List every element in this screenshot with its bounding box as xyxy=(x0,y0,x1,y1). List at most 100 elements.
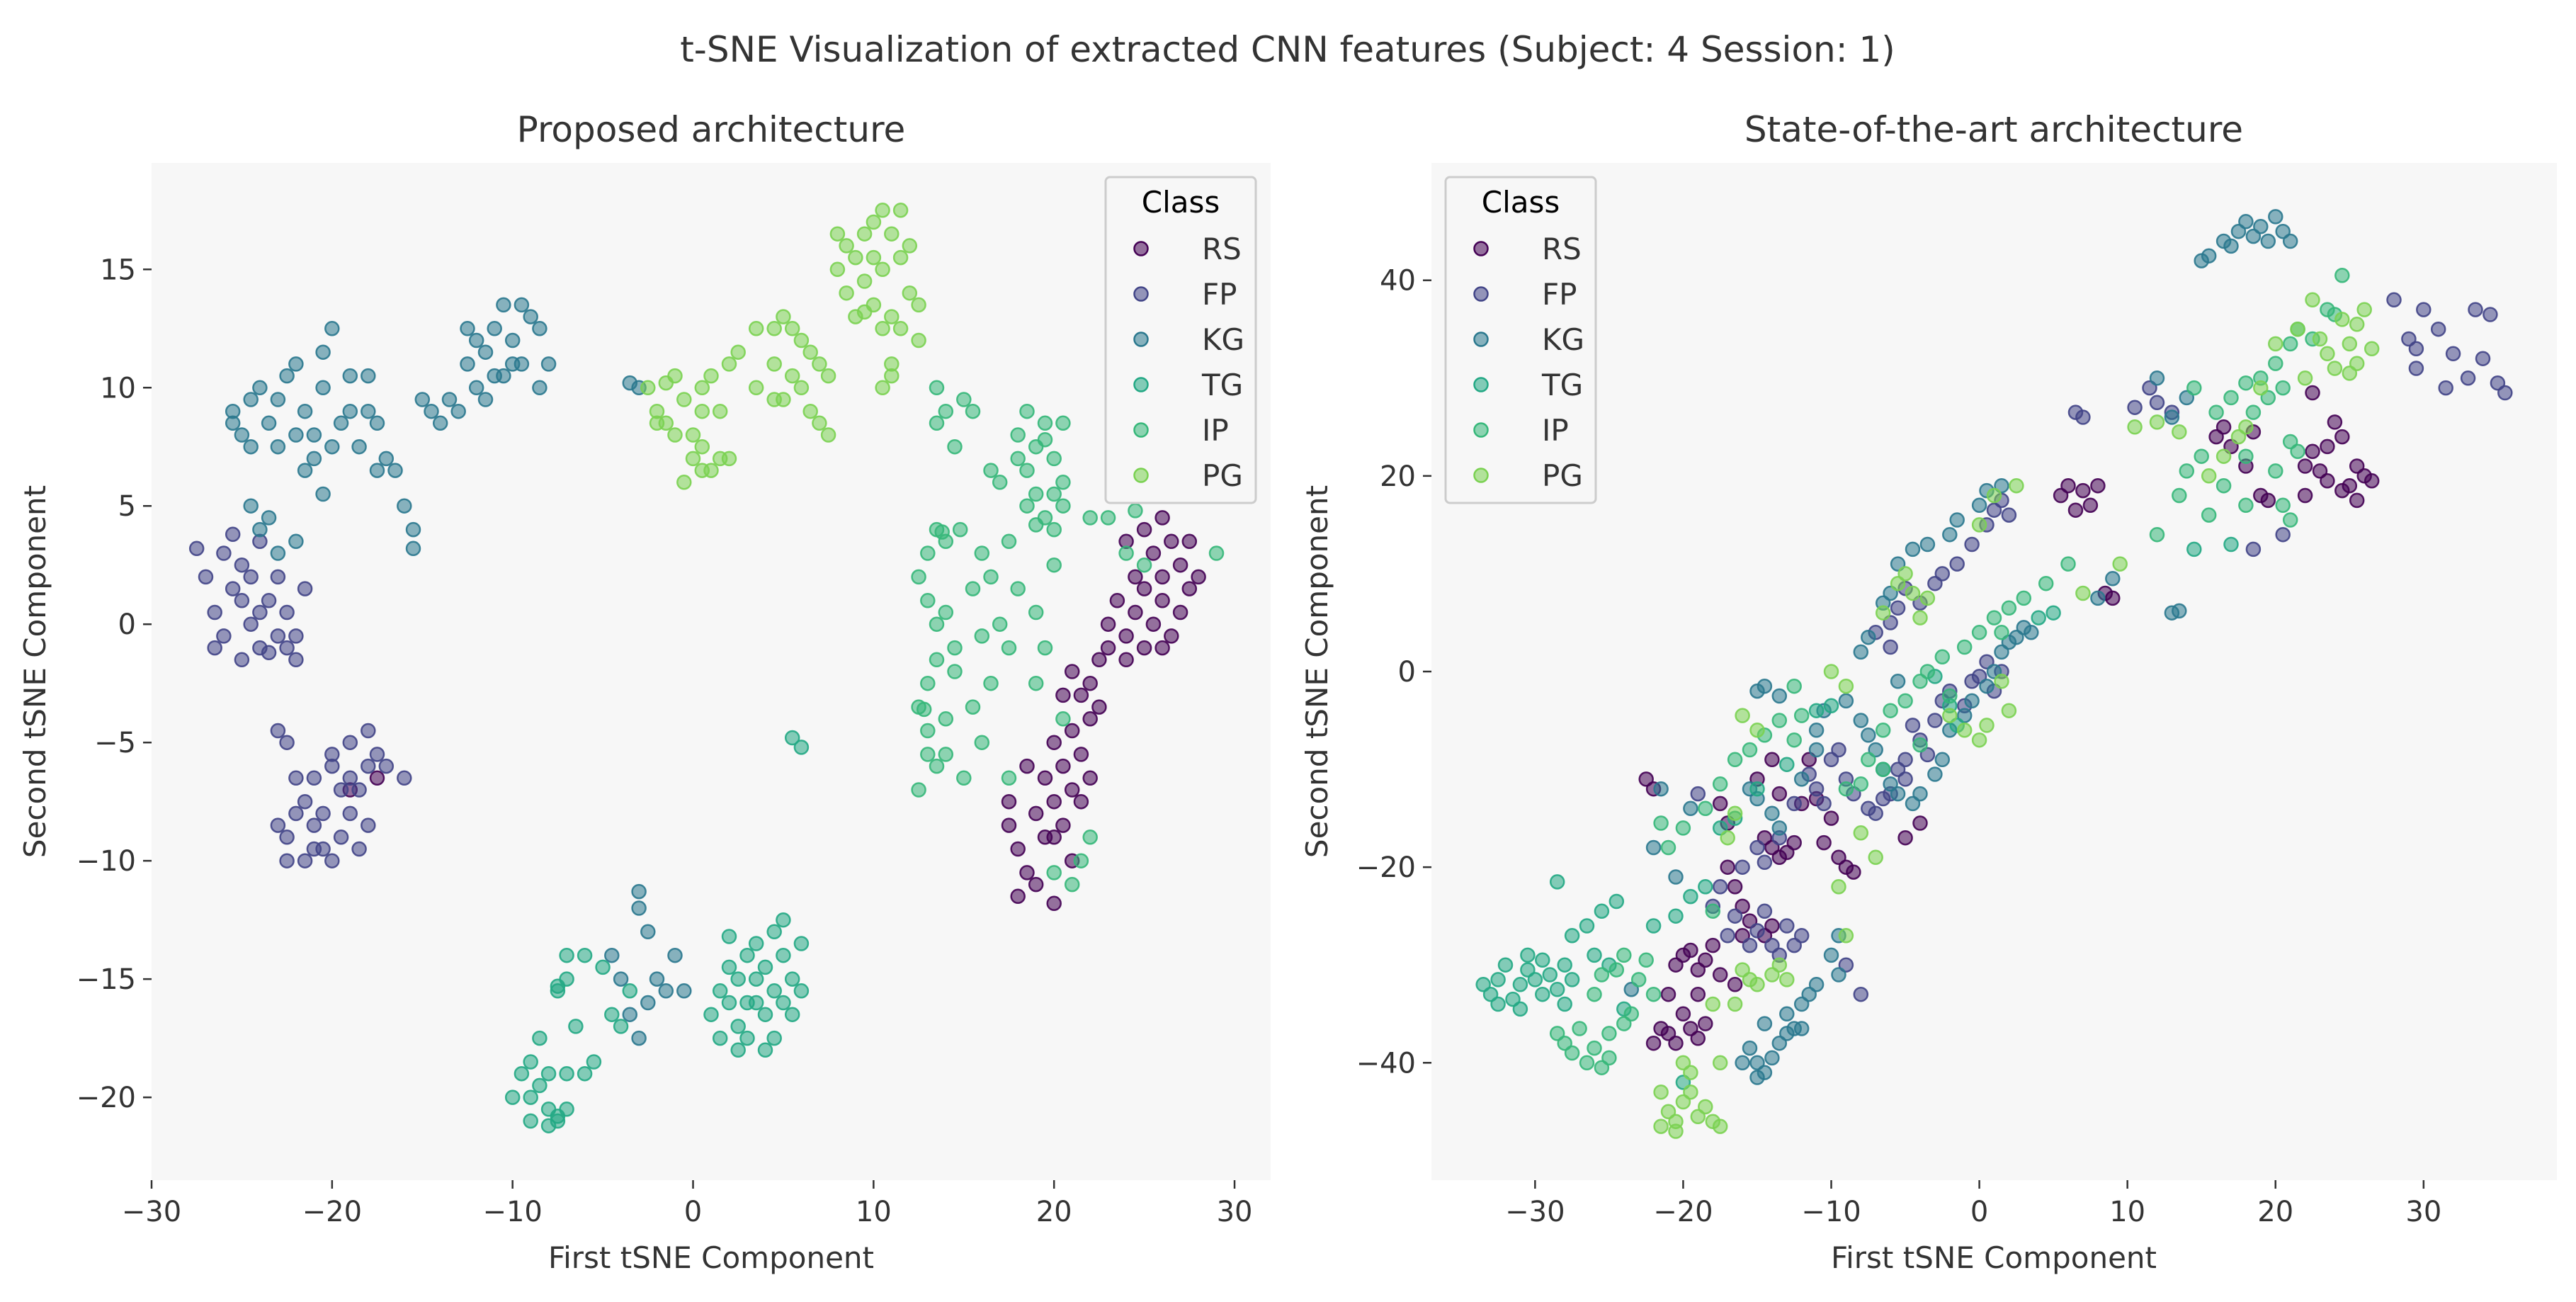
data-point-pg xyxy=(829,261,846,278)
data-point-fp xyxy=(361,723,376,739)
data-point-rs xyxy=(1764,918,1780,934)
data-point-kg xyxy=(1668,869,1684,885)
data-point-rs xyxy=(1712,967,1728,983)
data-point-ip xyxy=(983,463,999,478)
data-point-ip xyxy=(1616,947,1632,963)
data-point-pg xyxy=(2001,703,2017,718)
data-point-tg xyxy=(748,936,764,951)
data-point-pg xyxy=(820,368,836,384)
data-point-fp xyxy=(369,747,385,762)
data-point-fp xyxy=(2468,302,2483,317)
data-point-fp xyxy=(1720,928,1735,944)
data-point-ip xyxy=(2238,497,2254,514)
data-point-fp xyxy=(216,628,232,644)
data-point-rs xyxy=(1046,895,1062,912)
data-point-kg xyxy=(1890,786,1906,802)
y-tick-label: 15 xyxy=(100,254,136,286)
data-point-ip xyxy=(1942,688,1958,704)
data-point-ip xyxy=(992,475,1008,490)
data-point-pg xyxy=(802,344,818,360)
data-point-kg xyxy=(2238,214,2254,230)
data-point-fp xyxy=(324,853,340,868)
data-point-kg xyxy=(1779,1006,1795,1022)
data-point-kg xyxy=(1949,512,1965,528)
data-point-ip xyxy=(1742,742,1758,758)
data-point-kg xyxy=(468,332,484,349)
data-point-rs xyxy=(1727,879,1743,895)
data-point-ip xyxy=(1055,415,1071,431)
data-point-pg xyxy=(784,368,800,384)
data-point-tg xyxy=(748,995,764,1011)
data-point-rs xyxy=(1668,1035,1684,1051)
data-point-kg xyxy=(504,332,521,349)
data-point-kg xyxy=(1934,752,1951,768)
data-point-rs xyxy=(1145,616,1162,632)
data-point-fp xyxy=(351,782,367,798)
data-point-rs xyxy=(1100,616,1116,632)
data-point-rs xyxy=(1164,628,1179,644)
data-point-rs xyxy=(1046,735,1062,750)
data-point-kg xyxy=(640,995,656,1011)
scatter-points xyxy=(188,203,1225,1133)
legend-label-ip: IP xyxy=(1542,413,1569,448)
data-point-kg xyxy=(1749,683,1765,699)
data-point-kg xyxy=(441,392,458,407)
legend-label-tg: TG xyxy=(1541,368,1583,402)
legend-marker-pg xyxy=(1133,468,1149,483)
data-point-rs xyxy=(2260,492,2276,509)
data-point-kg xyxy=(1861,629,1876,645)
data-point-tg xyxy=(739,1030,755,1046)
data-point-tg xyxy=(712,983,728,999)
data-point-rs xyxy=(2320,473,2335,489)
data-point-rs xyxy=(2349,492,2365,509)
data-point-ip xyxy=(929,616,945,632)
data-point-ip xyxy=(1001,533,1017,550)
data-point-tg xyxy=(1535,952,1550,968)
data-point-fp xyxy=(288,770,304,786)
y-tick-label: 10 xyxy=(100,372,136,404)
data-point-tg xyxy=(1520,947,1536,963)
data-point-tg xyxy=(586,1054,602,1070)
data-point-pg xyxy=(2127,419,2143,435)
data-point-rs xyxy=(1019,865,1035,881)
data-point-rs xyxy=(2305,443,2320,460)
data-point-pg xyxy=(1727,805,1743,821)
data-point-fp xyxy=(2001,507,2017,523)
data-point-rs xyxy=(1019,758,1035,774)
data-point-pg xyxy=(1712,1055,1728,1071)
y-tick-label: −15 xyxy=(76,963,136,996)
data-point-fp xyxy=(279,640,295,656)
data-point-fp xyxy=(297,581,313,596)
data-point-tg xyxy=(1557,957,1572,973)
data-point-pg xyxy=(884,226,900,242)
data-point-pg xyxy=(2312,331,2328,347)
data-point-kg xyxy=(243,498,259,514)
data-point-ip xyxy=(1028,604,1044,621)
data-point-fp xyxy=(270,569,286,585)
data-point-kg xyxy=(477,392,494,407)
data-point-pg xyxy=(658,375,674,391)
y-tick-label: −20 xyxy=(76,1082,136,1114)
data-point-rs xyxy=(1705,937,1721,953)
data-point-fp xyxy=(1816,796,1832,812)
data-point-fp xyxy=(1927,713,1943,728)
data-point-tg xyxy=(613,1019,629,1034)
data-point-tg xyxy=(721,929,737,944)
data-point-kg xyxy=(477,344,494,360)
legend-frame xyxy=(1104,176,1257,504)
data-point-tg xyxy=(1808,703,1825,718)
data-point-kg xyxy=(1793,771,1810,787)
data-point-kg xyxy=(252,521,268,538)
data-point-kg xyxy=(397,498,412,514)
data-point-kg xyxy=(351,438,367,455)
data-point-kg xyxy=(1853,644,1869,660)
data-point-kg xyxy=(2024,625,2039,640)
y-axis-label: Second tSNE Component xyxy=(18,485,52,858)
data-point-pg xyxy=(776,309,791,324)
data-point-tg xyxy=(784,1007,800,1022)
data-point-ip xyxy=(1579,1055,1595,1071)
y-tick-label: −10 xyxy=(76,845,136,878)
data-point-ip xyxy=(1010,451,1026,467)
data-point-ip xyxy=(1861,752,1876,768)
data-point-kg xyxy=(2282,233,2298,249)
